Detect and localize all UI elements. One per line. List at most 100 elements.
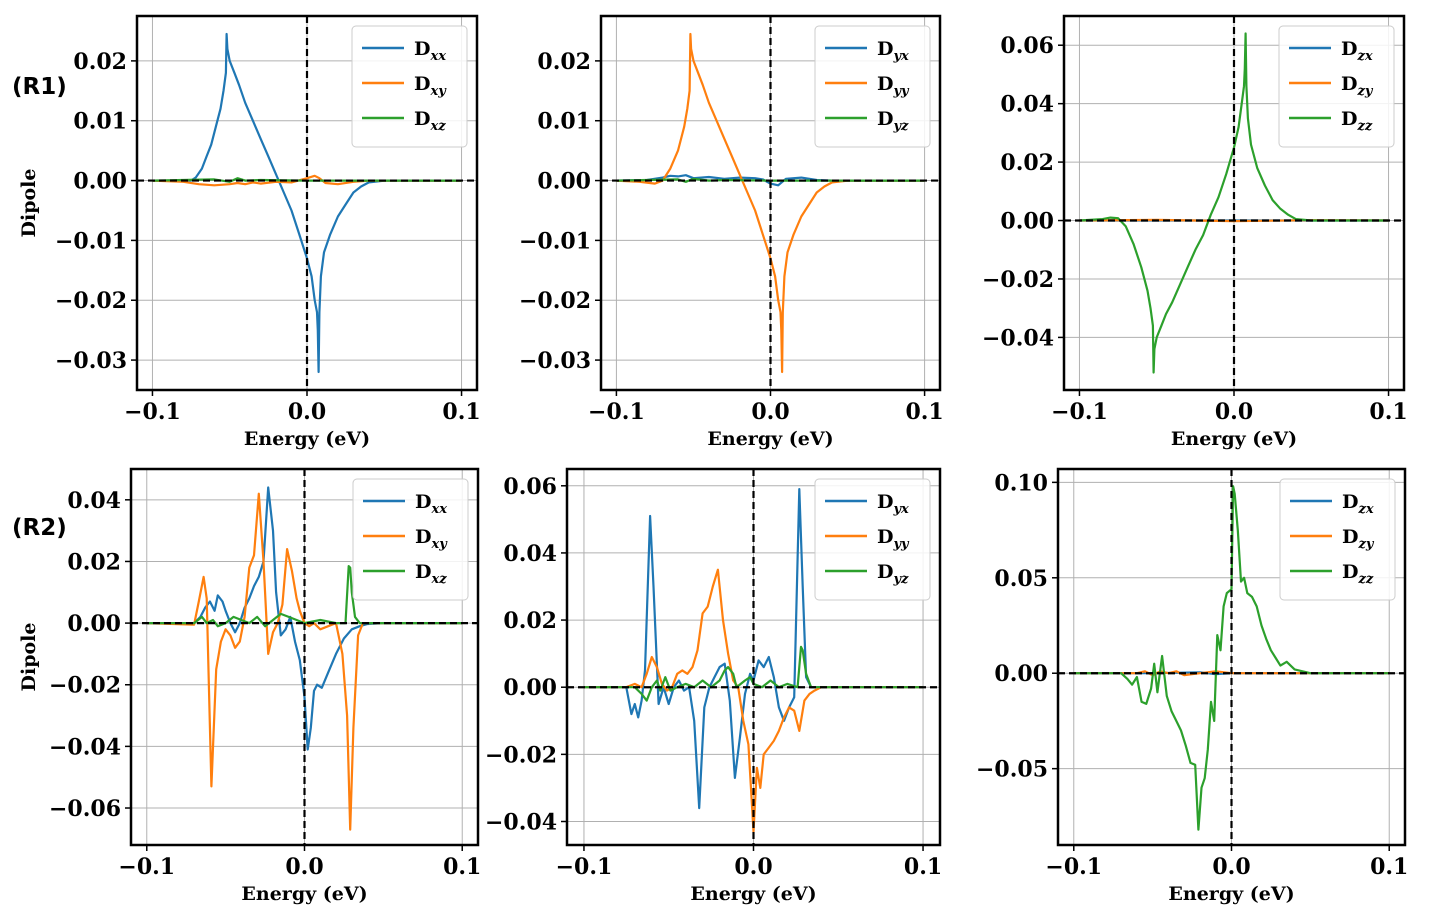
- legend-subscript: yy: [892, 537, 910, 552]
- legend-box: [814, 25, 931, 148]
- x-tick-label: −0.1: [556, 854, 613, 880]
- series-line-dxy: [152, 174, 462, 187]
- y-tick-label: −0.02: [55, 288, 127, 314]
- y-tick-label: −0.04: [485, 810, 557, 836]
- x-tick-label: 0.0: [751, 399, 789, 425]
- legend-label-dyx: Dyx: [877, 491, 909, 517]
- y-tick-label: 0.02: [537, 49, 591, 75]
- legend-box: [1278, 25, 1395, 148]
- x-tick-label: 0.0: [288, 399, 326, 425]
- y-tick-label: 0.02: [1000, 150, 1054, 176]
- legend-subscript: yz: [892, 572, 909, 587]
- series-line-dyx: [616, 174, 925, 187]
- y-tick-label: −0.02: [485, 742, 557, 768]
- y-tick-label: −0.01: [519, 228, 591, 254]
- y-tick-label: 0.10: [994, 470, 1048, 496]
- y-tick-label: 0.00: [67, 611, 121, 637]
- legend-subscript: zz: [1356, 119, 1372, 134]
- x-tick-label: −0.1: [1051, 399, 1108, 425]
- chart-r1c2: −0.1 0.0 0.1 −0.03 −0.02 −0.01 0.00 0.01 0.02 Ene…: [519, 14, 944, 450]
- x-tick-label: 0.1: [905, 399, 943, 425]
- legend-label-dyz: Dyz: [877, 561, 909, 587]
- legend-subscript: xx: [430, 502, 447, 517]
- series-line-dzz: [1079, 32, 1389, 374]
- legend-label-dyx: Dyx: [877, 38, 909, 64]
- chart-r2c1: −0.1 0.0 0.1 −0.06 −0.04 −0.02 0.00 0.02 0.04 Ene…: [18, 467, 481, 905]
- x-tick-label: 0.0: [285, 854, 323, 880]
- legend-subscript: zy: [1356, 84, 1373, 99]
- legend-label-dyz: Dyz: [877, 108, 909, 134]
- y-tick-label: 0.00: [1000, 209, 1054, 235]
- chart-r2c3: −0.1 0.0 0.1 −0.05 0.00 0.05 0.10 Energy (eV) Dz…: [976, 467, 1408, 905]
- y-tick-label: 0.04: [503, 541, 557, 567]
- y-tick-label: −0.02: [519, 288, 591, 314]
- x-tick-label: 0.1: [904, 854, 942, 880]
- row-label-r2: (R2): [12, 515, 67, 541]
- x-axis-label: Energy (eV): [690, 883, 816, 905]
- y-tick-label: −0.04: [49, 734, 121, 760]
- y-tick-label: 0.04: [1000, 92, 1054, 118]
- legend-subscript: xx: [429, 49, 446, 64]
- x-axis-label: Energy (eV): [241, 883, 367, 905]
- series-line-dxx: [152, 32, 462, 374]
- y-tick-label: 0.02: [503, 608, 557, 634]
- y-axis-label: Dipole: [18, 623, 40, 692]
- x-tick-label: −0.1: [1045, 854, 1102, 880]
- x-tick-label: 0.1: [1370, 854, 1408, 880]
- y-tick-label: 0.01: [537, 109, 591, 135]
- y-tick-label: −0.02: [49, 673, 121, 699]
- x-tick-label: −0.1: [118, 854, 175, 880]
- chart-r1c3: −0.1 0.0 0.1 −0.04 −0.02 0.00 0.02 0.04 0.06 Ener…: [982, 14, 1408, 450]
- x-axis-label: Energy (eV): [707, 428, 833, 450]
- series-line-dyy: [616, 32, 925, 374]
- y-tick-label: 0.02: [67, 549, 121, 575]
- y-tick-label: −0.03: [55, 348, 127, 374]
- x-tick-label: 0.1: [443, 854, 481, 880]
- legend-subscript: xy: [429, 84, 447, 99]
- legend-box: [1279, 478, 1396, 601]
- y-tick-label: 0.01: [73, 109, 127, 135]
- y-tick-label: 0.00: [537, 169, 591, 195]
- legend-box: [814, 478, 931, 601]
- series-line-dyx: [584, 488, 923, 810]
- x-tick-label: 0.0: [1212, 854, 1250, 880]
- series-line-dyy: [584, 568, 923, 833]
- legend-subscript: yx: [892, 49, 909, 64]
- legend-box: [351, 25, 468, 148]
- legend-subscript: yx: [892, 502, 909, 517]
- y-tick-label: 0.06: [1000, 33, 1054, 59]
- y-tick-label: 0.04: [67, 488, 121, 514]
- y-tick-label: −0.04: [982, 325, 1054, 351]
- legend-subscript: zx: [1357, 502, 1373, 517]
- row-label-r1: (R1): [12, 74, 67, 100]
- legend-box: [352, 478, 469, 601]
- x-tick-label: 0.0: [1215, 399, 1253, 425]
- legend-subscript: zy: [1357, 537, 1374, 552]
- y-tick-label: 0.06: [503, 474, 557, 500]
- y-axis-label: Dipole: [18, 169, 40, 238]
- legend-subscript: yz: [892, 119, 909, 134]
- x-axis-label: Energy (eV): [1171, 428, 1297, 450]
- legend-subscript: zz: [1357, 572, 1373, 587]
- legend-subscript: xz: [430, 572, 447, 587]
- legend-subscript: zx: [1356, 49, 1372, 64]
- legend-subscript: xz: [429, 119, 446, 134]
- y-tick-label: 0.00: [503, 675, 557, 701]
- y-tick-label: −0.03: [519, 348, 591, 374]
- x-tick-label: −0.1: [588, 399, 645, 425]
- y-tick-label: 0.00: [73, 169, 127, 195]
- y-tick-label: −0.02: [982, 267, 1054, 293]
- x-axis-label: Energy (eV): [244, 428, 370, 450]
- chart-r2c2: −0.1 0.0 0.1 −0.04 −0.02 0.00 0.02 0.04 0.06 Ener…: [485, 467, 942, 905]
- y-tick-label: 0.02: [73, 49, 127, 75]
- legend-subscript: yy: [892, 84, 910, 99]
- series-line-dyz: [584, 645, 923, 702]
- y-tick-label: 0.05: [994, 566, 1048, 592]
- x-axis-label: Energy (eV): [1168, 883, 1294, 905]
